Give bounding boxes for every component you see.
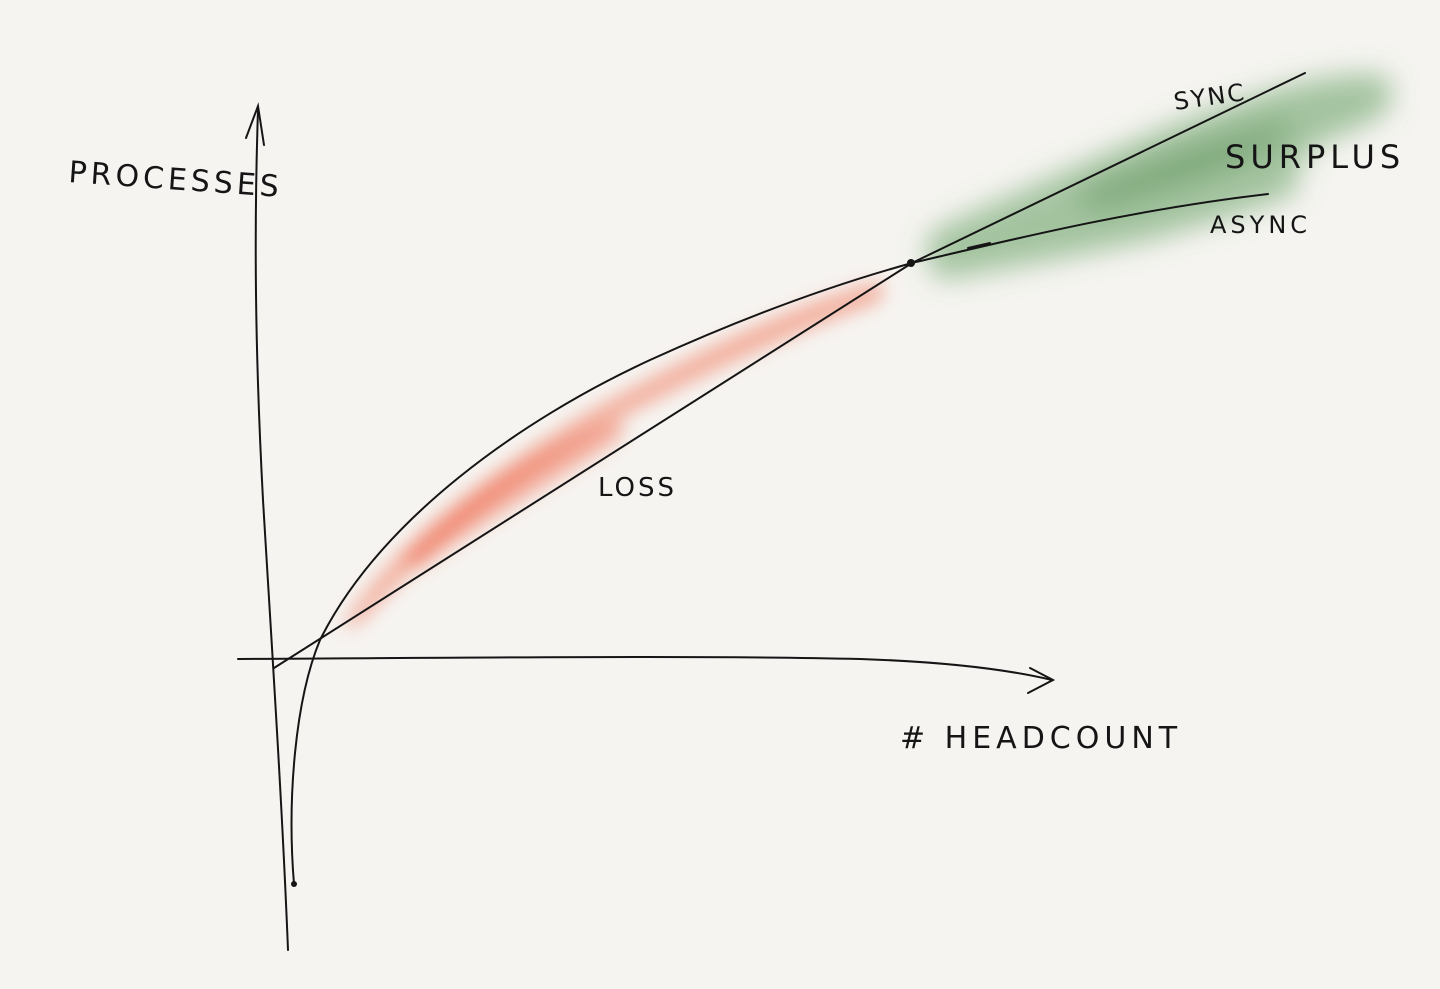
surplus-wash-core	[1080, 120, 1292, 210]
x-axis-arrow-icon	[1027, 667, 1056, 694]
async-label: ASYNC	[1210, 211, 1311, 239]
surplus-label: SURPLUS	[1225, 138, 1405, 176]
async-curve	[290, 193, 1269, 885]
surplus-region	[925, 74, 1393, 280]
x-axis-line	[237, 655, 1053, 681]
x-axis-label: # HEADCOUNT	[900, 721, 1182, 756]
async-tick-mark	[967, 242, 991, 249]
async-start-point	[291, 881, 297, 887]
loss-wash-core	[400, 423, 625, 568]
loss-label: LOSS	[598, 473, 677, 503]
x-axis	[237, 655, 1056, 694]
y-axis-arrow-icon	[245, 102, 265, 146]
y-axis-line	[254, 109, 289, 951]
y-axis	[245, 102, 289, 951]
crossover-point	[907, 259, 915, 267]
